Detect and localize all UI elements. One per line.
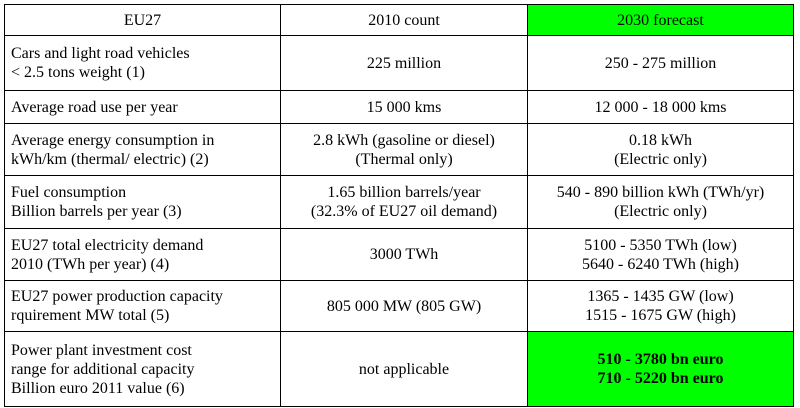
- table-row: Average energy consumption in kWh/km (th…: [4, 123, 794, 176]
- cell-line: 3000 TWh: [369, 246, 439, 263]
- cell-line: (Thermal only): [355, 150, 453, 168]
- cell-line: 5100 - 5350 TWh (low): [584, 236, 737, 254]
- cell-line: 1.65 billion barrels/year: [327, 184, 481, 201]
- cell-2010-count: 15 000 kms: [280, 90, 528, 124]
- cell-2010-count: 2.8 kWh (gasoline or diesel) (Thermal on…: [280, 123, 528, 176]
- table-row: Cars and light road vehicles < 2.5 tons …: [4, 35, 794, 91]
- cell-line: 225 million: [366, 54, 442, 72]
- row-label-line: Average road use per year: [11, 98, 178, 116]
- cell-line: 1515 - 1675 GW (high): [585, 307, 736, 324]
- row-label-line: 2010 (TWh per year) (4): [11, 255, 170, 273]
- table-row: EU27 total electricity demand 2010 (TWh …: [4, 228, 794, 281]
- cell-2030-forecast: 540 - 890 billion kWh (TWh/yr) (Electric…: [527, 175, 794, 229]
- eu27-vehicle-energy-table: EU27 2010 count 2030 forecast Cars and l…: [4, 4, 794, 407]
- row-label-line: Billion barrels per year (3): [11, 203, 182, 220]
- cell-2030-forecast: 1365 - 1435 GW (low) 1515 - 1675 GW (hig…: [527, 280, 794, 332]
- cell-line: 250 - 275 million: [604, 54, 717, 72]
- row-label-line: range for additional capacity: [11, 360, 195, 378]
- row-label-line: Cars and light road vehicles: [11, 45, 190, 62]
- table-row: Fuel consumption Billion barrels per yea…: [4, 175, 794, 229]
- cell-2010-count: 225 million: [280, 35, 528, 91]
- row-label: Average energy consumption in kWh/km (th…: [4, 123, 281, 176]
- row-label-line: Power plant investment cost: [11, 341, 192, 359]
- cell-line: (32.3% of EU27 oil demand): [310, 203, 498, 220]
- cell-2030-forecast: 250 - 275 million: [527, 35, 794, 91]
- row-label: Power plant investment cost range for ad…: [4, 331, 281, 407]
- row-label-line: Average energy consumption in: [11, 131, 215, 149]
- row-label-line: EU27 power production capacity: [11, 288, 223, 305]
- cell-2030-forecast: 510 - 3780 bn euro 710 - 5220 bn euro: [527, 331, 794, 407]
- cell-line: (Electric only): [614, 203, 707, 220]
- row-label-line: kWh/km (thermal/ electric) (2): [11, 150, 209, 168]
- row-label-line: Billion euro 2011 value (6): [11, 379, 185, 397]
- row-label-line: EU27 total electricity demand: [11, 236, 204, 254]
- cell-2010-count: 1.65 billion barrels/year (32.3% of EU27…: [280, 175, 528, 229]
- row-label: EU27 power production capacity rquiremen…: [4, 280, 281, 332]
- row-label: EU27 total electricity demand 2010 (TWh …: [4, 228, 281, 281]
- cell-line: 2.8 kWh (gasoline or diesel): [313, 131, 495, 149]
- header-eu27: EU27: [4, 4, 281, 36]
- header-2010-count: 2010 count: [280, 4, 528, 36]
- row-label: Fuel consumption Billion barrels per yea…: [4, 175, 281, 229]
- table-row: Power plant investment cost range for ad…: [4, 331, 794, 407]
- cell-2010-count: not applicable: [280, 331, 528, 407]
- cell-line: (Electric only): [614, 150, 707, 168]
- cell-2030-forecast: 12 000 - 18 000 kms: [527, 90, 794, 124]
- table-row: Average road use per year 15 000 kms 12 …: [4, 90, 794, 124]
- row-label-line: rquirement MW total (5): [11, 307, 170, 324]
- row-label-line: < 2.5 tons weight (1): [11, 64, 145, 81]
- cell-2010-count: 3000 TWh: [280, 228, 528, 281]
- header-2030-forecast: 2030 forecast: [527, 4, 794, 36]
- cell-line: not applicable: [358, 360, 450, 378]
- header-row: EU27 2010 count 2030 forecast: [4, 4, 794, 36]
- cell-line: 805 000 MW (805 GW): [326, 297, 482, 315]
- cell-line: 1365 - 1435 GW (low): [587, 288, 734, 305]
- table-row: EU27 power production capacity rquiremen…: [4, 280, 794, 332]
- row-label: Average road use per year: [4, 90, 281, 124]
- row-label: Cars and light road vehicles < 2.5 tons …: [4, 35, 281, 91]
- row-label-line: Fuel consumption: [11, 184, 127, 201]
- cell-2010-count: 805 000 MW (805 GW): [280, 280, 528, 332]
- cell-line: 0.18 kWh: [628, 131, 693, 149]
- cell-line: 5640 - 6240 TWh (high): [581, 255, 739, 273]
- cell-line: 540 - 890 billion kWh (TWh/yr): [556, 184, 765, 201]
- cell-line: 510 - 3780 bn euro: [597, 351, 724, 368]
- cell-2030-forecast: 5100 - 5350 TWh (low) 5640 - 6240 TWh (h…: [527, 228, 794, 281]
- cell-line: 12 000 - 18 000 kms: [594, 98, 727, 116]
- cell-line: 710 - 5220 bn euro: [597, 370, 724, 387]
- cell-2030-forecast: 0.18 kWh (Electric only): [527, 123, 794, 176]
- cell-line: 15 000 kms: [366, 98, 442, 116]
